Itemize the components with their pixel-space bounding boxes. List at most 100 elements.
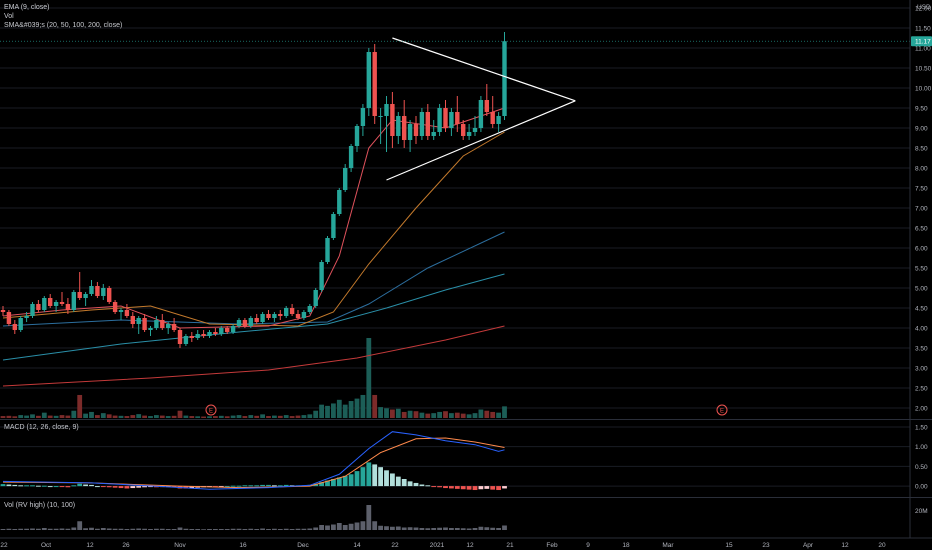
candle-body: [213, 332, 218, 334]
candle-body: [71, 292, 76, 310]
rv-volume-bar: [319, 525, 324, 530]
rv-volume-bar: [6, 528, 12, 530]
macd-histogram-bar: [236, 485, 242, 487]
macd-histogram-bar: [24, 485, 29, 487]
rv-volume-bar: [395, 526, 401, 530]
volume-bar: [12, 416, 18, 418]
date-tick-label: 22: [391, 542, 399, 549]
macd-histogram-bar: [89, 484, 94, 487]
volume-bar: [319, 404, 324, 418]
candle-body: [478, 100, 484, 128]
candle-body: [77, 292, 82, 298]
rv-volume-bar: [401, 527, 407, 530]
volume-bar: [71, 410, 77, 418]
date-tick-label: 23: [762, 542, 770, 549]
rv-volume-bar: [490, 527, 496, 530]
macd-histogram-bar: [502, 486, 507, 489]
rv-volume-bar: [307, 528, 313, 530]
candle-body: [166, 324, 171, 328]
macd-histogram-bar: [148, 486, 153, 488]
volume-bar: [484, 410, 490, 418]
rv-volume-bar: [142, 528, 147, 530]
macd-histogram-bar: [136, 486, 142, 488]
date-tick-label: 9: [586, 542, 590, 549]
volume-bar: [41, 412, 47, 418]
macd-histogram-bar: [472, 486, 478, 491]
macd-histogram-bar: [83, 484, 88, 487]
rv-volume-bar: [502, 525, 507, 530]
volume-bar: [342, 404, 348, 418]
volume-bar: [272, 415, 277, 418]
candle-body: [301, 312, 307, 318]
rv-volume-bar: [77, 521, 83, 530]
rv-volume-bar: [260, 528, 265, 530]
rv-volume-bar: [313, 527, 319, 530]
triangle-pattern-line: [386, 100, 576, 181]
candle-body: [130, 316, 135, 324]
volume-bar: [95, 415, 100, 418]
volume-bar: [260, 414, 265, 418]
candle-body: [272, 314, 277, 318]
volume-bar: [165, 416, 171, 418]
volume-bar: [437, 411, 442, 418]
rv-volume-bar: [342, 525, 348, 530]
macd-histogram-bar: [41, 485, 47, 487]
candle-body: [419, 112, 425, 136]
macd-histogram-bar: [260, 484, 265, 487]
macd-histogram-bar: [142, 486, 147, 488]
volume-bar: [425, 413, 431, 418]
volume-bar: [124, 416, 130, 418]
candle-body: [136, 318, 141, 324]
macd-histogram-bar: [384, 470, 389, 487]
pane-separator-rv[interactable]: [0, 497, 932, 498]
rv-volume-bar: [301, 528, 307, 530]
currency-label: USD: [917, 4, 931, 11]
sma200-line: [2, 325, 505, 387]
volume-bar: [189, 416, 195, 418]
macd-tick-label: 0.00: [915, 484, 928, 491]
rv-volume-bar: [478, 526, 484, 530]
candle-body: [207, 332, 212, 336]
rv-volume-bar: [390, 526, 395, 530]
volume-bar: [248, 415, 254, 418]
candle-body: [443, 108, 448, 128]
macd-histogram-bar: [59, 486, 65, 488]
macd-histogram-bar: [183, 486, 189, 489]
macd-histogram-bar: [289, 485, 295, 487]
macd-histogram-bar: [118, 486, 124, 489]
macd-histogram-bar: [478, 486, 484, 490]
rv-volume-bar: [65, 528, 71, 530]
volume-bar: [348, 401, 354, 418]
macd-histogram-bar: [466, 486, 472, 490]
volume-bar: [0, 416, 6, 418]
macd-histogram-bar: [106, 486, 112, 488]
sma50-line: [2, 231, 505, 327]
candle-body: [372, 52, 377, 116]
volume-bar: [100, 413, 106, 418]
candle-body: [295, 314, 301, 318]
macd-tick-label: 0.50: [915, 464, 928, 471]
pane-separator-macd[interactable]: [0, 419, 932, 420]
volume-bar: [277, 415, 283, 418]
rv-volume-bar: [466, 528, 472, 530]
volume-bar: [201, 416, 206, 418]
rv-volume-bar: [325, 525, 330, 530]
candle-body: [396, 116, 401, 136]
volume-bar: [502, 406, 507, 418]
volume-bar: [213, 416, 218, 418]
volume-bar: [130, 415, 136, 418]
candle-body: [225, 328, 230, 332]
volume-bar: [390, 409, 395, 418]
volume-bar: [136, 414, 142, 418]
volume-bar: [148, 416, 153, 418]
macd-histogram-bar: [336, 477, 342, 487]
volume-bar: [53, 415, 59, 418]
last-price-badge: [911, 36, 932, 47]
volume-bar: [307, 414, 313, 418]
macd-histogram-bar: [342, 475, 348, 487]
rv-volume-bar: [30, 528, 35, 530]
macd-histogram-bar: [437, 486, 442, 488]
price-tick-label: 3.00: [915, 366, 928, 373]
macd-histogram-bar: [283, 484, 289, 487]
